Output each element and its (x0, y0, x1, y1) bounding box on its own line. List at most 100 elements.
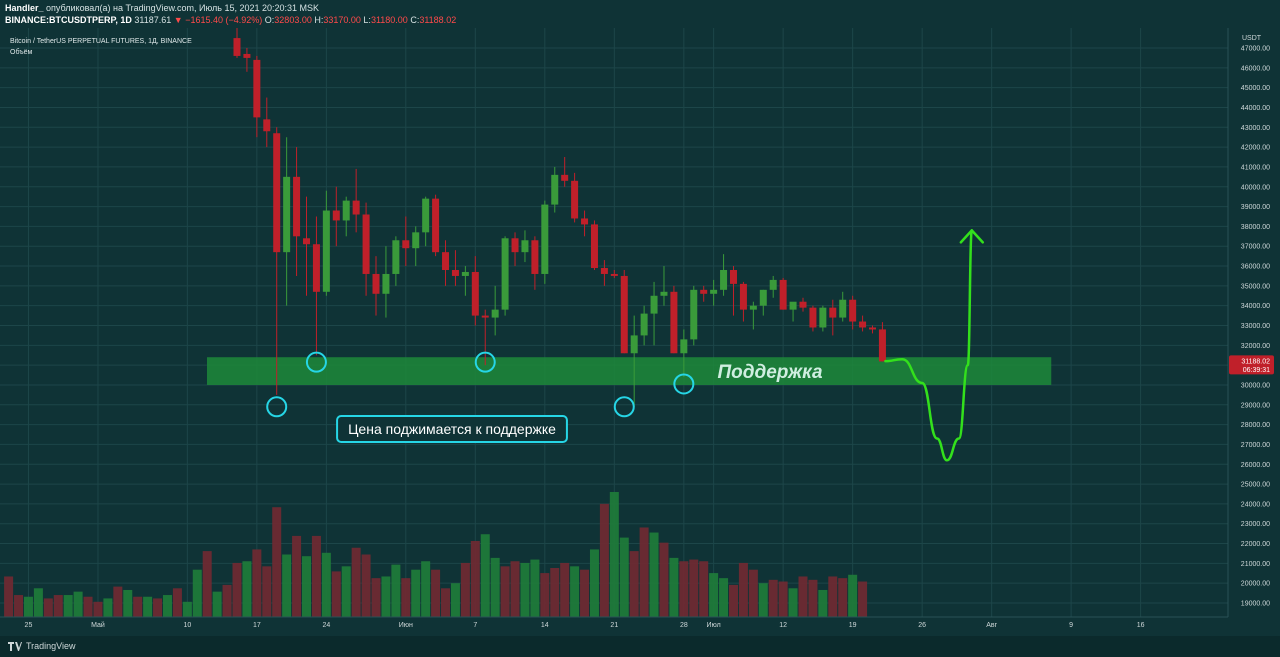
candle-body[interactable] (293, 176, 301, 237)
candle-body[interactable] (859, 321, 867, 328)
candle-body[interactable] (372, 273, 380, 294)
tradingview-logo-icon (8, 642, 22, 652)
touch-circle[interactable] (266, 396, 288, 418)
candle-body[interactable] (630, 335, 638, 354)
support-zone-rect[interactable] (206, 357, 1052, 385)
candle-body[interactable] (451, 270, 459, 276)
candle-body[interactable] (600, 268, 608, 274)
candle-body[interactable] (362, 214, 370, 274)
volume-bar (4, 576, 14, 617)
candle-body[interactable] (253, 59, 261, 118)
candle-body[interactable] (819, 307, 827, 328)
candle-body[interactable] (352, 200, 360, 215)
candle-body[interactable] (680, 339, 688, 354)
candle-body[interactable] (809, 307, 817, 328)
candle-body[interactable] (551, 174, 559, 205)
touch-circle[interactable] (613, 396, 635, 418)
series-title[interactable]: Bitcoin / TetherUS PERPETUAL FUTURES, 1Д… (10, 38, 192, 45)
candle-body[interactable] (273, 133, 281, 253)
price-tag-countdown: 06:39:31 (1243, 367, 1270, 374)
time-tick-label: 21 (610, 622, 618, 629)
touch-circle[interactable] (305, 351, 327, 373)
price-axis: USDT 19000.00 20000.00 21000.00 22000.00 230… (1227, 28, 1280, 617)
candle-body[interactable] (650, 295, 658, 314)
support-zone (206, 357, 1052, 385)
close-label: C: (410, 15, 420, 25)
candle-body[interactable] (581, 218, 589, 225)
candle-body[interactable] (660, 291, 668, 296)
candle-body[interactable] (571, 180, 579, 219)
candle-body[interactable] (332, 210, 340, 221)
price-tick-label: 26000.00 (1241, 462, 1270, 469)
candle-body[interactable] (461, 271, 469, 276)
volume-bar (500, 566, 510, 617)
candle-body[interactable] (342, 200, 350, 221)
volume-bar (172, 588, 182, 617)
candle-body[interactable] (322, 210, 330, 292)
candle-body[interactable] (869, 327, 877, 330)
low-label: L: (363, 15, 371, 25)
author-name[interactable]: Handler_ (5, 3, 44, 13)
volume-bar (302, 556, 311, 617)
candle-body[interactable] (829, 307, 837, 318)
candle-body[interactable] (481, 315, 489, 318)
tradingview-logo[interactable]: TradingView (8, 641, 76, 652)
volume-bar (510, 561, 520, 617)
candle-body[interactable] (491, 309, 499, 318)
candle-body[interactable] (531, 240, 539, 274)
candle-body[interactable] (779, 279, 787, 310)
volume-label[interactable]: Объём (10, 48, 32, 56)
candle-body[interactable] (739, 283, 747, 310)
candle-body[interactable] (233, 38, 241, 56)
candle-body[interactable] (422, 198, 430, 233)
candle-body[interactable] (610, 273, 618, 276)
candle-body[interactable] (799, 301, 807, 308)
candle-body[interactable] (849, 299, 857, 322)
candle-body[interactable] (759, 289, 767, 306)
candle-body[interactable] (541, 204, 549, 274)
volume-bar (182, 601, 192, 617)
candle-body[interactable] (412, 232, 420, 249)
candle-body[interactable] (243, 53, 251, 58)
candle-body[interactable] (789, 301, 797, 310)
price-tick-label: 29000.00 (1241, 402, 1270, 409)
candle-body[interactable] (640, 313, 648, 336)
candle-body[interactable] (303, 238, 310, 245)
candle-body[interactable] (263, 119, 271, 132)
candle-body[interactable] (283, 176, 291, 253)
candle-body[interactable] (432, 198, 440, 253)
candle-body[interactable] (590, 224, 598, 269)
candle-body[interactable] (402, 240, 410, 249)
candle-body[interactable] (392, 240, 400, 274)
volume-bar (589, 549, 599, 617)
candle-body[interactable] (749, 305, 757, 310)
price-tick-label: 39000.00 (1241, 204, 1270, 211)
candle-body[interactable] (839, 299, 847, 318)
candle-body[interactable] (382, 273, 390, 294)
candle-body[interactable] (511, 238, 519, 253)
price-tick-label: 36000.00 (1241, 264, 1270, 271)
candle-body[interactable] (729, 270, 737, 284)
forecast-line[interactable] (884, 229, 974, 462)
touch-circle[interactable] (474, 351, 496, 373)
candle-body[interactable] (561, 174, 569, 181)
candle-body[interactable] (700, 289, 708, 294)
volume-bar (321, 552, 331, 617)
volume-bar (431, 569, 441, 617)
candle-body[interactable] (670, 291, 678, 354)
candle-body[interactable] (769, 279, 777, 290)
high-label: H: (314, 15, 324, 25)
touch-circle[interactable] (673, 373, 695, 395)
price-chart[interactable]: Цена поджимается к поддержке Поддержка U… (0, 28, 1280, 636)
candle-body[interactable] (501, 238, 509, 310)
candle-body[interactable] (710, 289, 718, 294)
candle-body[interactable] (620, 275, 628, 354)
candle-body[interactable] (521, 240, 529, 253)
candle-body[interactable] (878, 329, 886, 362)
annotation-box[interactable] (336, 415, 568, 443)
candle-body[interactable] (690, 289, 698, 340)
candle-body[interactable] (720, 270, 728, 290)
candle-body[interactable] (442, 252, 450, 270)
candle-body[interactable] (471, 271, 479, 316)
candle-body[interactable] (312, 244, 320, 292)
